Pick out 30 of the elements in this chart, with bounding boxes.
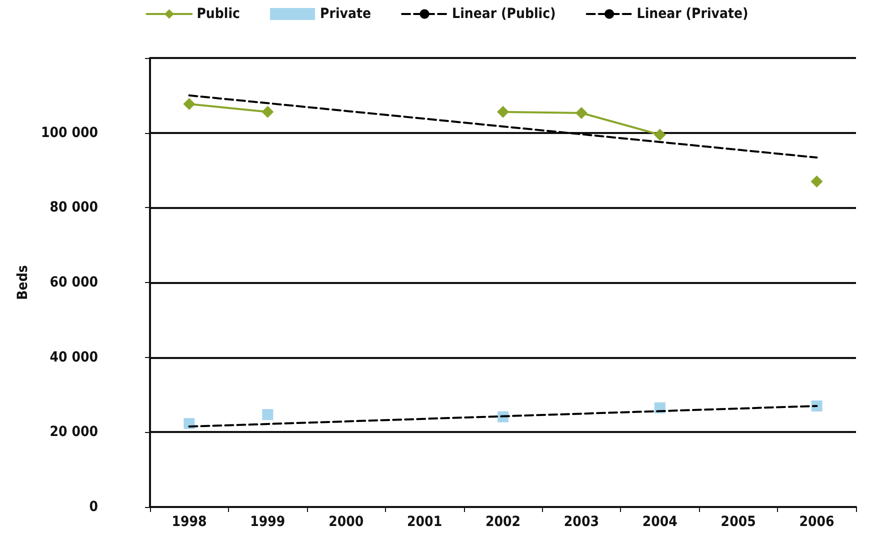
point	[575, 107, 588, 120]
x-tick-label: 1999	[250, 514, 286, 530]
line-series	[188, 94, 818, 159]
point	[183, 98, 196, 110]
point	[497, 106, 509, 118]
y-tick-label: 60 000	[50, 274, 98, 290]
x-tick-label: 2002	[485, 514, 521, 530]
legend-label: Linear (Public)	[452, 6, 556, 22]
point	[654, 128, 666, 141]
point	[262, 409, 274, 420]
x-tick-label: 2001	[407, 514, 442, 530]
y-tick-label: 20 000	[50, 424, 98, 440]
y-tick-label: 80 000	[50, 200, 98, 216]
y-tick-label: 0	[89, 499, 98, 515]
x-tick-label: 2005	[720, 514, 756, 530]
legend-label: Private	[320, 6, 372, 22]
y-tick-label: 100 000	[41, 124, 98, 141]
point	[262, 106, 274, 118]
point	[810, 175, 823, 188]
x-tick-label: 2006	[799, 514, 835, 530]
legend-label: Public	[196, 6, 240, 22]
point	[811, 400, 822, 412]
y-axis-title: Beds	[15, 265, 32, 300]
y-tick-label: 40 000	[50, 349, 98, 366]
x-tick-label: 1998	[172, 514, 207, 530]
legend-label: Linear (Private)	[636, 6, 748, 22]
point	[184, 418, 195, 430]
x-tick-label: 2003	[564, 514, 599, 530]
x-tick-label: 2000	[328, 514, 364, 530]
x-tick-label: 2004	[642, 514, 678, 530]
